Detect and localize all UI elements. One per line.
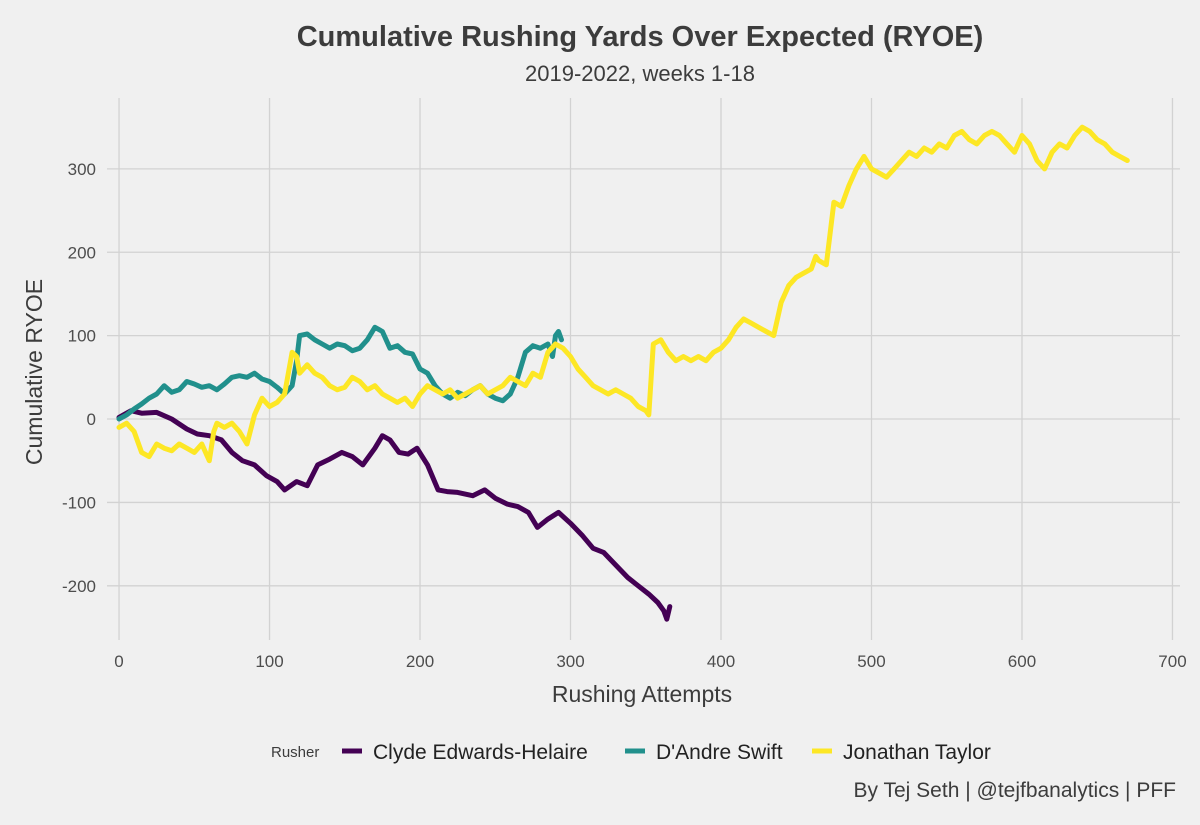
series-line-clyde-edwards-helaire (116, 408, 673, 622)
x-tick-label: 300 (556, 652, 584, 671)
x-tick-label: 700 (1158, 652, 1186, 671)
x-axis-label: Rushing Attempts (552, 681, 732, 707)
series-line-d-andre-swift (116, 324, 564, 422)
chart-subtitle: 2019-2022, weeks 1-18 (525, 61, 755, 86)
x-gridlines (118, 98, 1174, 640)
legend-label-clyde-edwards-helaire: Clyde Edwards-Helaire (373, 741, 588, 764)
y-axis-label: Cumulative RYOE (21, 279, 47, 465)
x-tick-label: 600 (1008, 652, 1036, 671)
x-tick-label: 500 (857, 652, 885, 671)
x-tick-label: 400 (707, 652, 735, 671)
y-gridlines (107, 168, 1180, 587)
x-tick-label: 0 (114, 652, 123, 671)
y-tick-label: -200 (62, 577, 96, 596)
legend-label-jonathan-taylor: Jonathan Taylor (843, 741, 991, 764)
x-tick-labels: 0 100 200 300 400 500 600 700 (114, 652, 1186, 671)
y-tick-label: 200 (68, 243, 96, 262)
x-tick-label: 100 (255, 652, 283, 671)
series-line-jonathan-taylor (116, 124, 1130, 464)
x-tick-label: 200 (406, 652, 434, 671)
legend: Rusher Clyde Edwards-Helaire D'Andre Swi… (271, 741, 991, 764)
legend-label-dandre-swift: D'Andre Swift (656, 741, 783, 764)
series-lines (116, 124, 1130, 622)
y-tick-label: -100 (62, 493, 96, 512)
legend-title: Rusher (271, 744, 319, 761)
chart-title: Cumulative Rushing Yards Over Expected (… (297, 21, 984, 53)
y-tick-label: 300 (68, 160, 96, 179)
y-tick-label: 0 (87, 410, 96, 429)
chart-caption: By Tej Seth | @tejfbanalytics | PFF (854, 779, 1176, 802)
y-tick-label: 100 (68, 327, 96, 346)
y-tick-labels: -200 -100 0 100 200 300 (62, 160, 96, 596)
